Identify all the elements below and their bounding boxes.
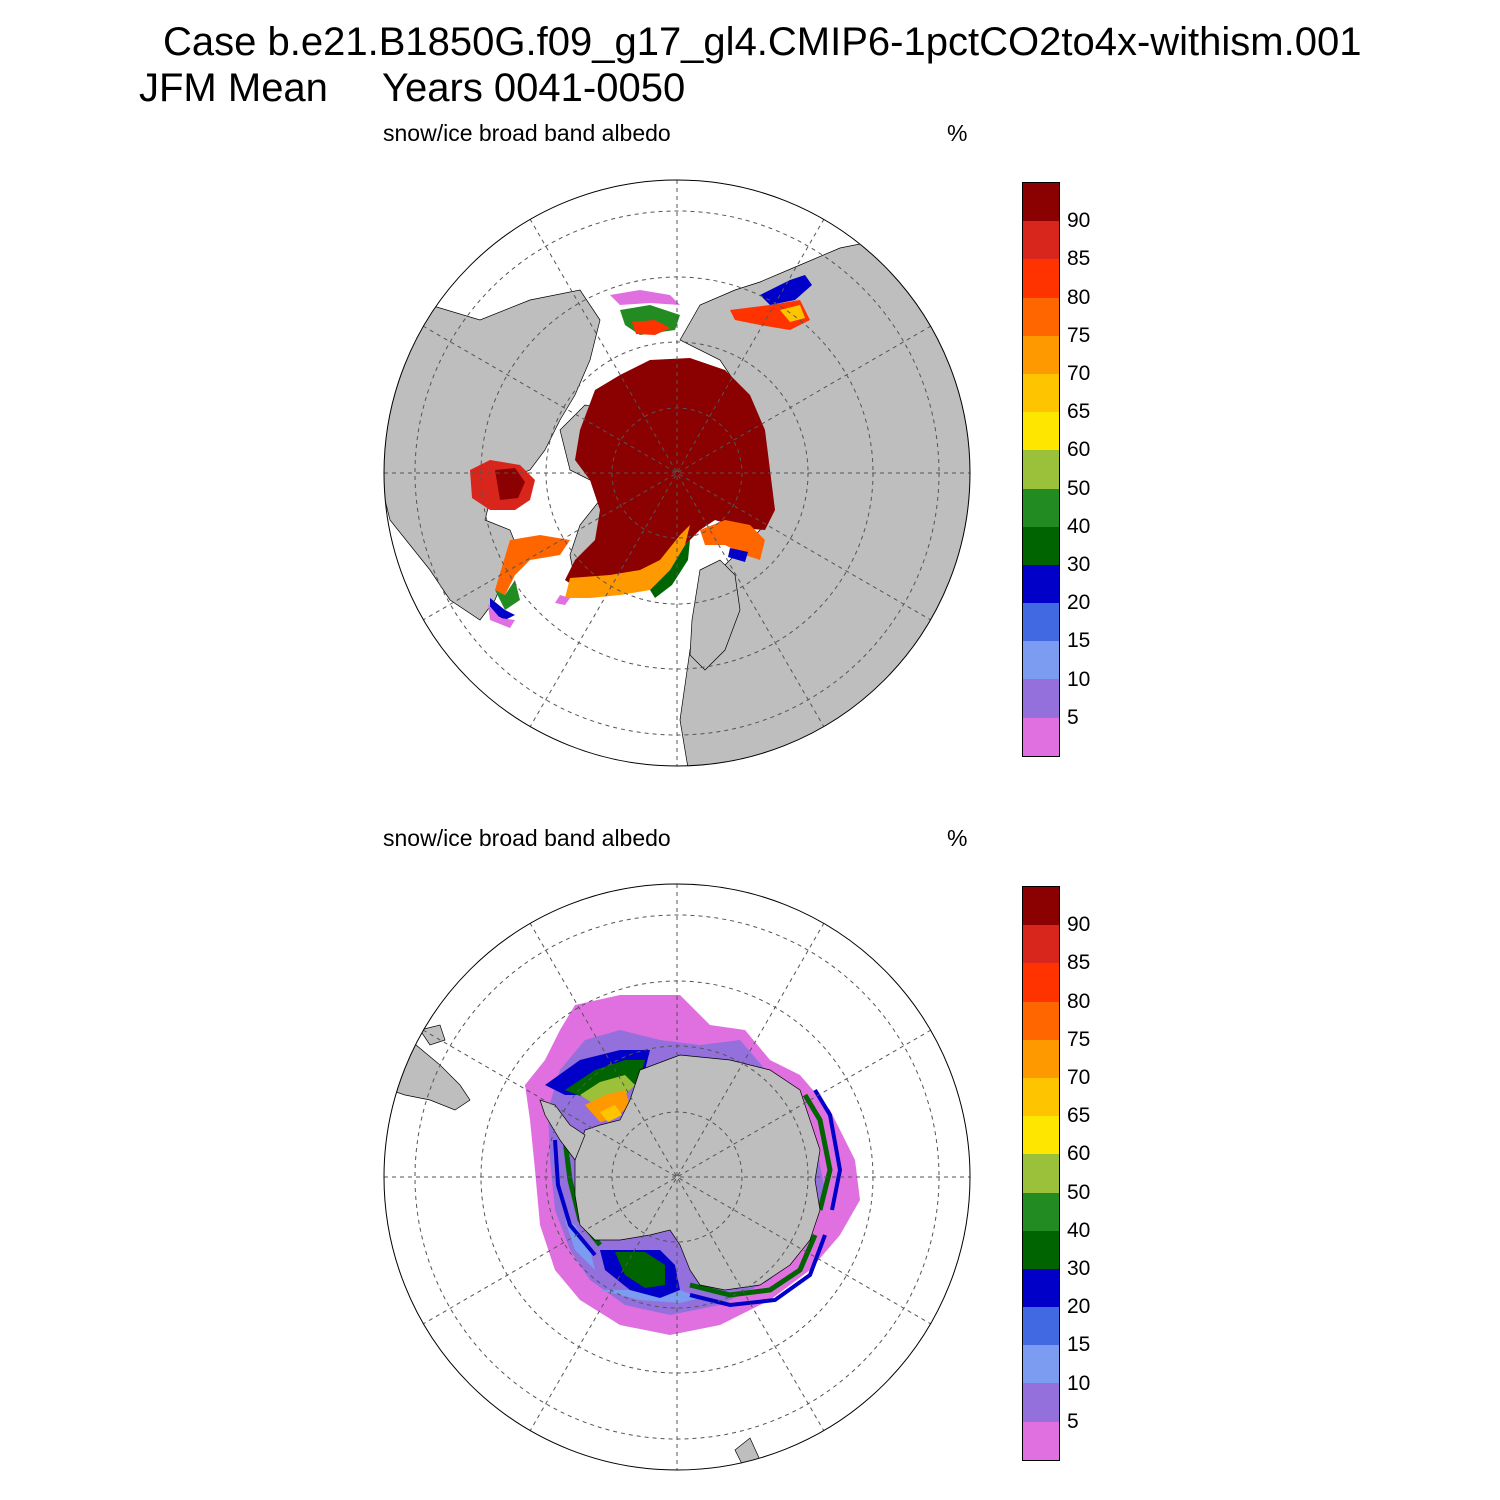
south-colorbar-tick-label: 80: [1067, 989, 1091, 1013]
north-ice-bering-red: [632, 320, 670, 335]
north-ice-labrador-pink: [488, 604, 515, 628]
north-ice-barents-blue: [728, 548, 748, 562]
south-panel-units-label: %: [947, 825, 968, 851]
south-colorbar-tick-label: 40: [1067, 1218, 1091, 1242]
north-colorbar-swatch: [1023, 297, 1059, 336]
north-colorbar-swatch: [1023, 335, 1059, 374]
south-colorbar-swatch: [1023, 1154, 1059, 1193]
south-colorbar-swatch: [1023, 1268, 1059, 1308]
south-colorbar-swatch: [1023, 1192, 1059, 1231]
north-colorbar-tick-label: 70: [1067, 362, 1091, 385]
north-ice-greenland-sea-pink: [555, 595, 570, 605]
south-colorbar-swatch: [1023, 963, 1059, 1002]
south-ice-weddell-yellow: [600, 1105, 622, 1122]
south-ice-coastal-blue-ring: [553, 1088, 843, 1308]
north-colorbar-tick-label: 15: [1067, 629, 1091, 653]
north-ice-okhotsk-yellow: [780, 305, 805, 322]
north-colorbar-swatch: [1023, 373, 1059, 413]
north-polar-map: [383, 179, 971, 767]
north-colorbar-tick-label: 80: [1067, 285, 1091, 309]
south-colorbar-swatch: [1023, 1421, 1059, 1460]
north-colorbar-tick-label: 5: [1067, 705, 1079, 729]
north-colorbar-swatch: [1023, 221, 1059, 260]
south-colorbar-swatch: [1023, 1116, 1059, 1155]
figure-title-season: JFM Mean: [139, 66, 328, 110]
south-panel-variable-label: snow/ice broad band albedo: [383, 825, 671, 851]
north-graticule: [384, 180, 970, 766]
south-map-boundary: [383, 883, 971, 1471]
south-colorbar-tick-label: 15: [1067, 1333, 1091, 1357]
north-ice-central-arctic: [565, 358, 775, 590]
north-land-group: [384, 239, 970, 766]
south-colorbar-tick-label: 70: [1067, 1066, 1091, 1089]
figure-title-case: Case b.e21.B1850G.f09_g17_gl4.CMIP6-1pct…: [163, 20, 1362, 64]
north-ice-labrador-edge: [495, 535, 570, 595]
north-colorbar-swatch: [1023, 412, 1059, 451]
north-map-boundary: [383, 179, 971, 767]
south-ice-weddell-lightgreen: [580, 1075, 635, 1108]
south-colorbar-swatch: [1023, 1383, 1059, 1422]
south-colorbar-swatch: [1023, 1039, 1059, 1078]
north-land-scandinavia: [689, 559, 741, 671]
north-colorbar: [1022, 182, 1060, 757]
north-ice-labrador-green: [495, 580, 520, 610]
north-colorbar-swatch: [1023, 564, 1059, 604]
figure-title-years: Years 0041-0050: [382, 66, 686, 110]
north-colorbar-swatch: [1023, 641, 1059, 680]
north-ice-greenland-sea-green: [650, 540, 690, 598]
south-colorbar-swatch: [1023, 1345, 1059, 1384]
north-colorbar-tick-label: 85: [1067, 247, 1091, 271]
north-sea-ice-group: [470, 275, 812, 628]
north-panel-units-label: %: [947, 120, 968, 146]
south-colorbar-tick-label: 85: [1067, 951, 1091, 975]
north-colorbar-tick-label: 75: [1067, 323, 1091, 347]
south-colorbar-tick-label: 20: [1067, 1295, 1091, 1319]
north-colorbar-swatch: [1023, 717, 1059, 756]
south-polar-map: [383, 883, 971, 1471]
north-colorbar-swatch: [1023, 488, 1059, 527]
south-colorbar-tick-label: 75: [1067, 1027, 1091, 1051]
south-graticule: [384, 884, 970, 1470]
north-ice-baffin: [495, 468, 525, 500]
north-colorbar-tick-label: 60: [1067, 438, 1091, 462]
north-ice-barents-edge: [700, 520, 765, 560]
south-colorbar-swatch: [1023, 887, 1059, 926]
south-colorbar: [1022, 886, 1060, 1461]
south-ice-ross-green: [615, 1252, 665, 1288]
south-colorbar-tick-label: 60: [1067, 1142, 1091, 1166]
north-colorbar-tick-label: 30: [1067, 553, 1091, 576]
north-ice-greenland-sea-edge: [565, 525, 690, 598]
south-colorbar-swatch: [1023, 1230, 1059, 1269]
north-colorbar-tick-label: 50: [1067, 476, 1091, 500]
south-colorbar-tick-label: 50: [1067, 1180, 1091, 1204]
north-colorbar-tick-label: 65: [1067, 400, 1091, 424]
north-colorbar-swatch: [1023, 526, 1059, 565]
north-colorbar-swatch: [1023, 450, 1059, 489]
south-colorbar-tick-label: 30: [1067, 1257, 1091, 1280]
north-ice-bering-pink: [610, 290, 680, 305]
north-colorbar-swatch: [1023, 183, 1059, 222]
north-panel-variable-label: snow/ice broad band albedo: [383, 120, 671, 146]
south-colorbar-swatch: [1023, 1077, 1059, 1117]
south-colorbar-swatch: [1023, 925, 1059, 964]
north-colorbar-swatch: [1023, 259, 1059, 298]
south-ice-lightblue-band: [565, 1220, 700, 1303]
south-colorbar-tick-label: 65: [1067, 1104, 1091, 1128]
south-colorbar-swatch: [1023, 1307, 1059, 1346]
south-colorbar-tick-label: 5: [1067, 1409, 1079, 1433]
south-colorbar-tick-label: 10: [1067, 1371, 1091, 1395]
north-colorbar-swatch: [1023, 603, 1059, 642]
north-colorbar-swatch: [1023, 679, 1059, 718]
north-colorbar-tick-label: 20: [1067, 591, 1091, 615]
north-ice-okhotsk-blue: [760, 275, 812, 305]
south-colorbar-tick-label: 90: [1067, 913, 1091, 937]
north-colorbar-tick-label: 10: [1067, 667, 1091, 691]
north-colorbar-tick-label: 90: [1067, 209, 1091, 233]
north-colorbar-tick-label: 40: [1067, 514, 1091, 538]
south-colorbar-swatch: [1023, 1001, 1059, 1040]
